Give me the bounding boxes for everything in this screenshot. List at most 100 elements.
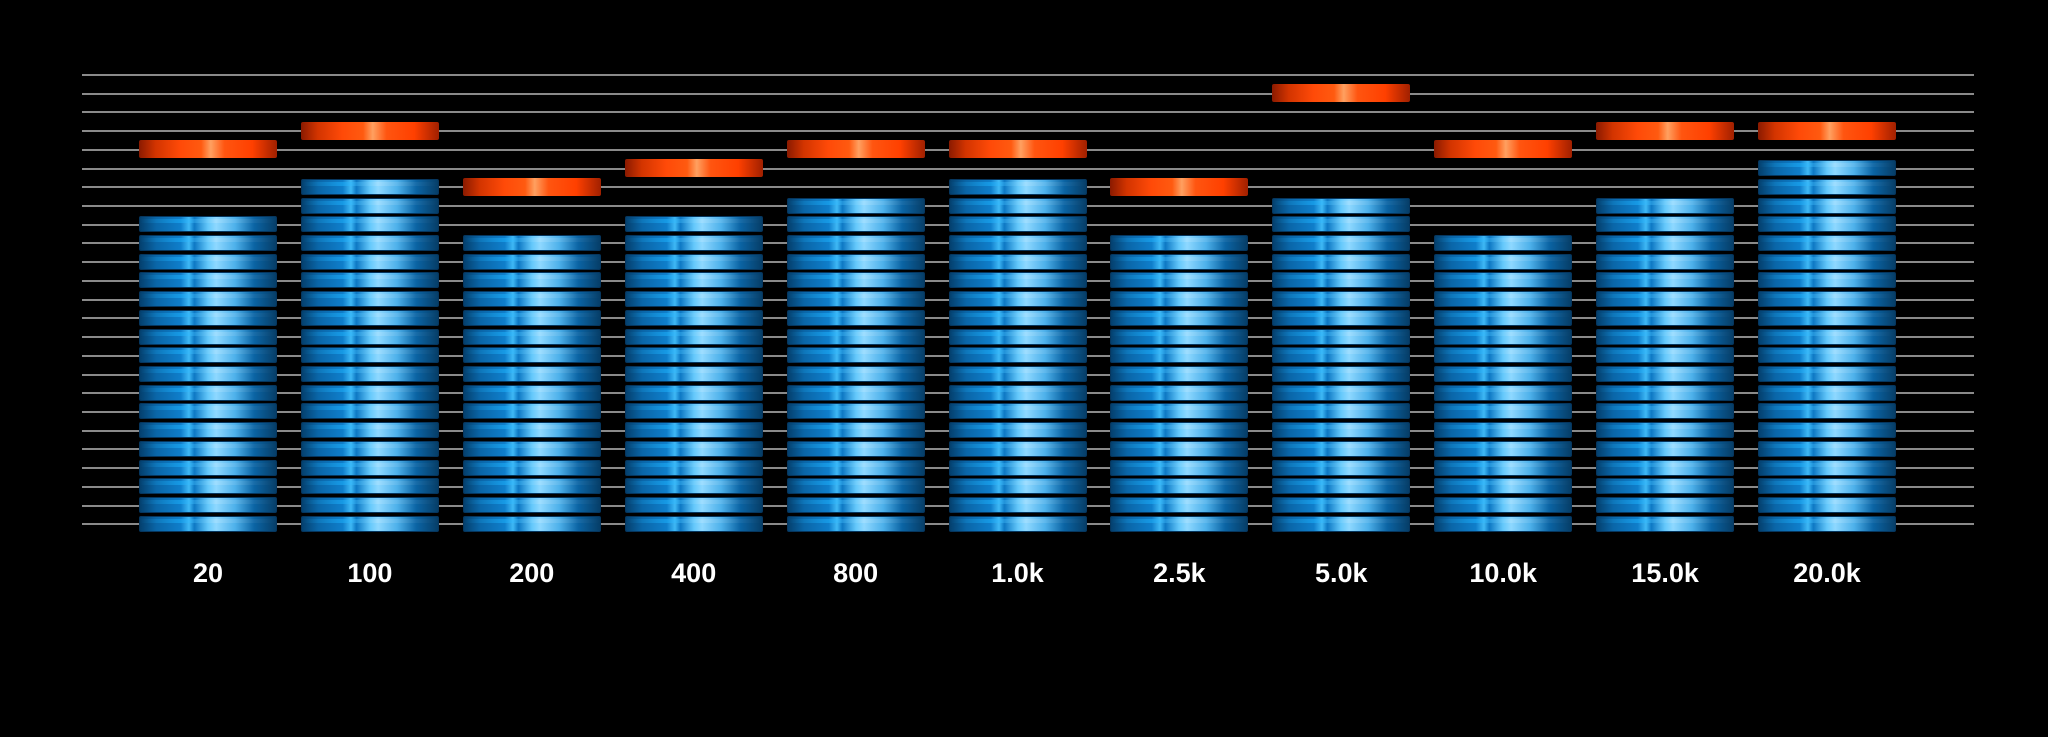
bar-segment [462, 234, 601, 251]
bar-segment [1596, 440, 1735, 457]
bar-segment [1110, 272, 1249, 289]
bar-segment [624, 234, 763, 251]
bar-segment [1596, 366, 1735, 383]
bar-segment [300, 515, 439, 532]
bar-segment [300, 459, 439, 476]
bar-segment [1758, 309, 1896, 326]
bar-segment [300, 234, 439, 251]
bar-segment [300, 347, 439, 364]
bar-segment [300, 478, 439, 495]
bar-segment [786, 272, 925, 289]
bar-segment [948, 291, 1087, 308]
bar-segment [1110, 291, 1249, 308]
bar-segment [1272, 253, 1411, 270]
bar-segment [948, 309, 1087, 326]
bar-segment [300, 253, 439, 270]
bar-segment [1596, 347, 1735, 364]
bar-segment [462, 328, 601, 345]
bar-segment [1434, 253, 1573, 270]
bar-segment [1596, 328, 1735, 345]
bar-segment [948, 459, 1087, 476]
peak-marker-2.5k [1110, 177, 1249, 196]
bar-segment [1434, 422, 1573, 439]
bar-segment [1272, 347, 1411, 364]
bar-segment [624, 272, 763, 289]
bar-segment [139, 347, 277, 364]
bar-segment [1758, 347, 1896, 364]
bar-segment [786, 216, 925, 233]
bar-segment [1434, 347, 1573, 364]
bar-segment [1758, 291, 1896, 308]
bar-segment [1758, 234, 1896, 251]
bar-segment [624, 422, 763, 439]
bar-segment [1434, 497, 1573, 514]
bar-segment [1272, 272, 1411, 289]
bar-segment [786, 309, 925, 326]
bar-segment [300, 178, 439, 195]
peak-marker-400 [624, 159, 763, 178]
x-tick-label: 5.0k [1315, 558, 1368, 588]
x-tick-label: 400 [671, 558, 717, 588]
bar-segment [948, 328, 1087, 345]
bar-segment [139, 515, 277, 532]
bar-segment [948, 216, 1087, 233]
x-tick-label: 2.5k [1153, 558, 1206, 588]
bar-segment [1596, 478, 1735, 495]
bar-segment [948, 366, 1087, 383]
bar-segment [786, 497, 925, 514]
bar-segment [139, 216, 277, 233]
bar-segment [1596, 309, 1735, 326]
bar-segment [624, 291, 763, 308]
bar-segment [1758, 403, 1896, 420]
bar-segment [1272, 440, 1411, 457]
bar-segment [1110, 384, 1249, 401]
bar-segment [139, 291, 277, 308]
bar-segment [462, 291, 601, 308]
bar-segment [300, 291, 439, 308]
bar-segment [139, 309, 277, 326]
bar-segment [462, 272, 601, 289]
bar-segment [948, 515, 1087, 532]
bar-segment [1758, 366, 1896, 383]
bar-segment [300, 309, 439, 326]
x-tick-label: 20 [192, 558, 224, 588]
peak-marker-10.0k [1434, 140, 1573, 159]
bar-segment [624, 347, 763, 364]
bar-segment [1758, 160, 1896, 177]
bar-segment [786, 515, 925, 532]
peak-marker-20 [139, 140, 277, 159]
bar-segment [786, 478, 925, 495]
bar-segment [1110, 422, 1249, 439]
bar-segment [462, 384, 601, 401]
bar-segment [462, 309, 601, 326]
bar-segment [1272, 422, 1411, 439]
bar-segment [462, 403, 601, 420]
peak-marker-15.0k [1596, 121, 1735, 140]
bar-segment [786, 384, 925, 401]
bar-segment [462, 347, 601, 364]
bar-segment [1110, 515, 1249, 532]
bar-segment [1272, 309, 1411, 326]
bar-segment [786, 366, 925, 383]
bar-segment [300, 197, 439, 214]
bar-segment [139, 253, 277, 270]
bar-segment [1596, 272, 1735, 289]
bar-segment [624, 459, 763, 476]
bar-segment [1110, 478, 1249, 495]
bar-segment [1596, 253, 1735, 270]
bar-segment [1434, 440, 1573, 457]
bar-segment [1596, 216, 1735, 233]
bar-segment [786, 422, 925, 439]
bar-segment [624, 515, 763, 532]
bar-segment [462, 478, 601, 495]
bar-segment [1110, 253, 1249, 270]
gridline [82, 167, 1974, 170]
bar-segment [948, 384, 1087, 401]
bar-segment [300, 366, 439, 383]
bar-segment [462, 440, 601, 457]
bar-segment [786, 234, 925, 251]
bar-segment [1758, 422, 1896, 439]
bar-segment [1596, 459, 1735, 476]
bar-segment [300, 422, 439, 439]
bar-segment [139, 497, 277, 514]
